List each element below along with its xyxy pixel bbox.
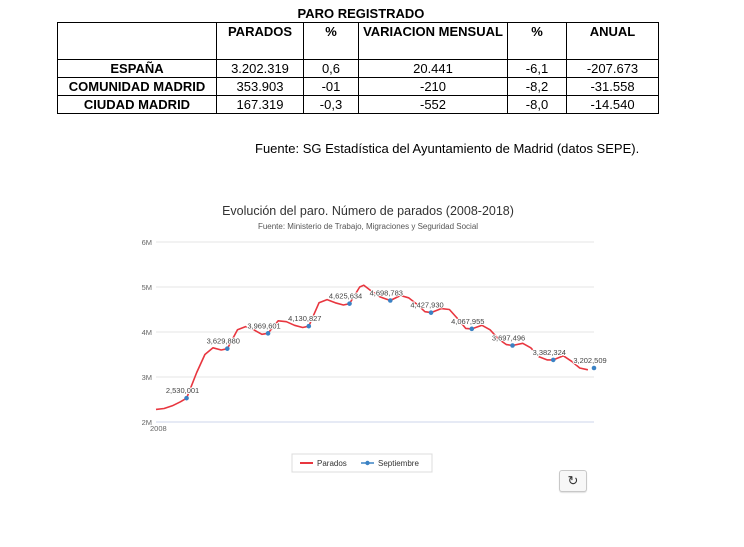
header-anual: ANUAL [566,22,659,60]
chart-legend: Parados Septiembre [291,453,433,473]
cell-parados: 3.202.319 [216,59,304,78]
table-header-row: PARADOS % VARIACION MENSUAL % ANUAL [57,22,659,60]
data-label: 4,130,827 [288,314,321,323]
cell-pct-1: -0,3 [303,95,359,114]
data-point[interactable] [184,395,189,401]
grid-layer [156,241,594,423]
cell-variacion: -210 [358,77,508,96]
data-point[interactable] [387,298,393,303]
cell-pct-1: -01 [303,77,359,96]
data-label: 4,698,783 [370,289,403,298]
data-point[interactable] [428,310,434,315]
table-row: ESPAÑA 3.202.319 0,6 20.441 -6,1 -207.67… [57,59,659,78]
data-label: 3,202,509 [573,356,606,365]
header-parados: PARADOS [216,22,304,60]
cell-anual: -31.558 [566,77,659,96]
chart-title: Evolución del paro. Número de parados (2… [222,204,514,218]
series-layer [155,284,597,411]
cell-anual: -14.540 [566,95,659,114]
table-title: PARO REGISTRADO [297,6,425,21]
data-label: 4,067,955 [451,317,484,326]
y-tick-label: 5M [142,283,152,292]
table-row: CIUDAD MADRID 167.319 -0,3 -552 -8,0 -14… [57,95,659,114]
data-label: 3,697,496 [492,334,525,343]
cell-pct-2: -8,2 [507,77,567,96]
unemployment-chart: Evolución del paro. Número de parados (2… [128,196,608,496]
row-label: COMUNIDAD MADRID [57,77,217,96]
data-point[interactable] [469,326,475,332]
cell-parados: 353.903 [216,77,304,96]
cell-pct-1: 0,6 [303,59,359,78]
legend-parados-label[interactable]: Parados [317,459,347,468]
legend-septiembre-marker [365,460,370,466]
x-tick-label: 2008 [150,424,167,433]
refresh-button[interactable]: ↻ [559,470,587,492]
row-label: ESPAÑA [57,59,217,78]
data-point[interactable] [225,346,230,351]
data-point[interactable] [550,357,556,363]
cell-pct-2: -8,0 [507,95,567,114]
data-point[interactable] [591,365,597,371]
cell-variacion: -552 [358,95,508,114]
data-point[interactable] [306,323,312,329]
data-point[interactable] [347,301,352,306]
data-label: 4,427,930 [410,301,443,310]
cell-pct-2: -6,1 [507,59,567,78]
data-label: 4,625,634 [329,292,362,301]
axis-layer: 2M 3M 4M 5M 6M 2008 [142,238,594,433]
header-pct-1: % [303,22,359,60]
refresh-icon: ↻ [567,473,579,488]
cell-parados: 167.319 [216,95,304,114]
source-note: Fuente: SG Estadística del Ayuntamiento … [255,141,640,156]
series-line-parados[interactable] [155,284,589,411]
legend-septiembre-label[interactable]: Septiembre [378,459,419,468]
table-row: COMUNIDAD MADRID 353.903 -01 -210 -8,2 -… [57,77,659,96]
cell-anual: -207.673 [566,59,659,78]
row-label: CIUDAD MADRID [57,95,217,114]
cell-variacion: 20.441 [358,59,508,78]
data-label: 3,969,601 [247,321,280,330]
data-label: 3,629,880 [207,337,240,346]
data-point[interactable] [265,331,271,336]
y-tick-label: 3M [142,373,152,382]
header-variacion: VARIACION MENSUAL [358,22,508,60]
y-tick-label: 4M [142,328,152,337]
label-layer: 2,530,001 3,629,880 3,969,601 4,130,827 4,62… [165,288,608,397]
y-tick-label: 2M [142,418,152,427]
stats-table: PARADOS % VARIACION MENSUAL % ANUAL ESPA… [57,22,659,114]
header-pct-2: % [507,22,567,60]
chart-subtitle: Fuente: Ministerio de Trabajo, Migracion… [258,222,478,231]
header-empty [57,22,217,60]
data-point[interactable] [510,343,515,348]
data-label: 2,530,001 [166,386,199,395]
data-label: 3,382,324 [533,348,566,357]
chart-svg: Evolución del paro. Número de parados (2… [142,204,608,473]
y-tick-label: 6M [142,238,152,247]
